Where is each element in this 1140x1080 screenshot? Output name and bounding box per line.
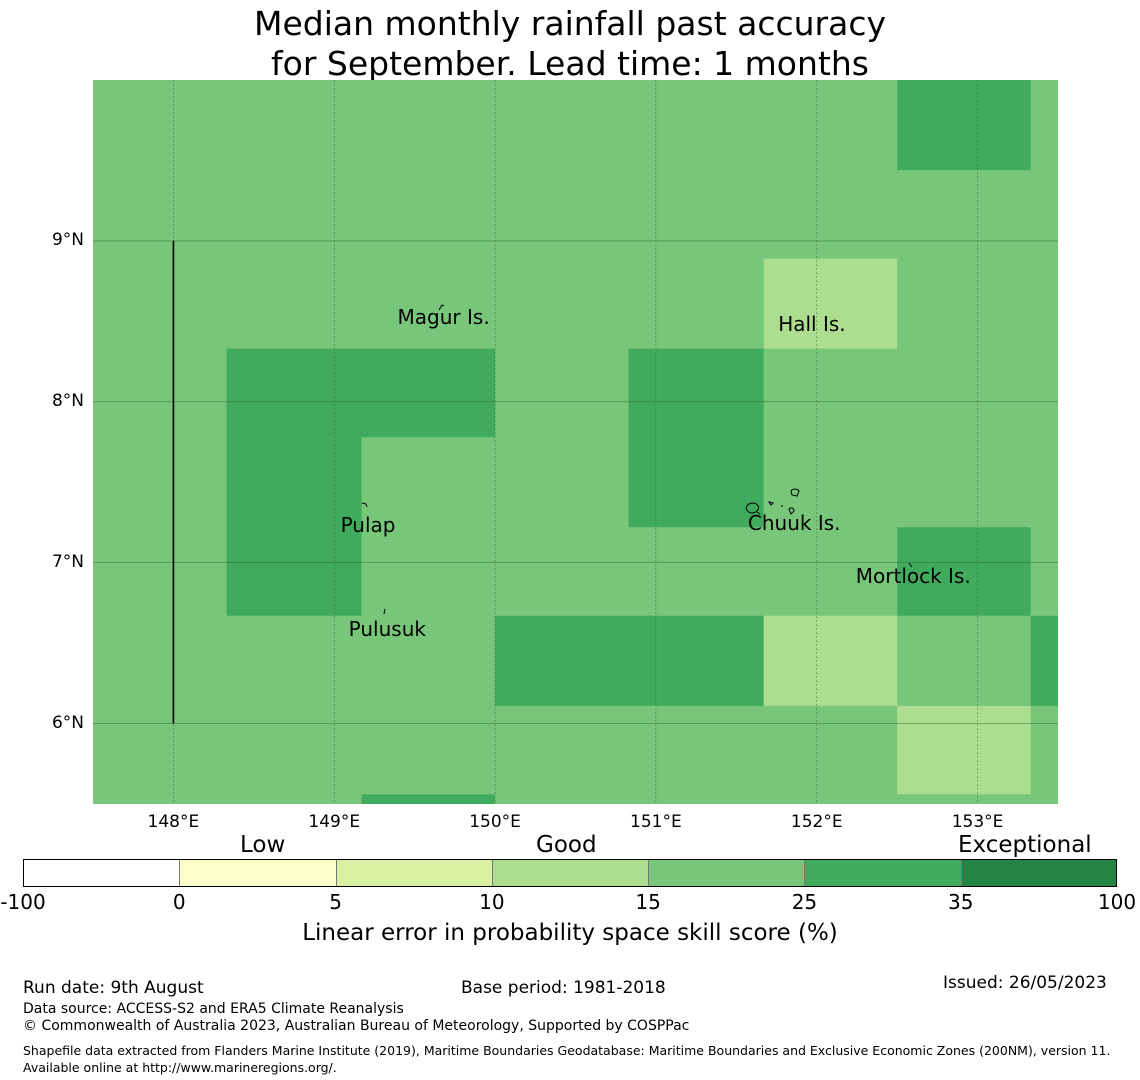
run-date: Run date: 9th August — [23, 978, 204, 998]
latitude-label: 9°N — [51, 229, 84, 250]
colorbar-tick-label: 0 — [172, 890, 186, 914]
colorbar-tick-label: -100 — [0, 890, 46, 914]
place-label: Pulap — [340, 512, 396, 537]
copyright: © Commonwealth of Australia 2023, Austra… — [23, 1018, 690, 1034]
longitude-label: 151°E — [630, 812, 682, 832]
mortlock-island-shape — [908, 562, 913, 568]
colorbar-swatch — [23, 859, 180, 886]
colorbar-swatch — [491, 859, 649, 886]
chuuk-lagoon-shape — [745, 488, 800, 515]
colorbar-swatch — [179, 859, 336, 886]
chart-title: Median monthly rainfall past accuracy fo… — [0, 4, 1140, 84]
colorbar-tick-label: 15 — [635, 890, 661, 914]
skill-score-map — [93, 80, 1058, 804]
colorbar-tick-label: 5 — [329, 890, 342, 914]
base-period: Base period: 1981-2018 — [461, 978, 666, 998]
longitude-label: 149°E — [308, 812, 361, 832]
colorbar-tick-label: 100 — [1097, 890, 1137, 914]
colorbar-tick-label: 10 — [479, 890, 505, 914]
place-label: Pulusuk — [348, 617, 426, 642]
colorbar-swatch — [960, 859, 1117, 886]
colorbar-tick-label: 25 — [791, 890, 818, 914]
category-exceptional: Exceptional — [958, 832, 1092, 858]
grid-cell-9 — [897, 705, 1031, 795]
grid-cell-5 — [897, 527, 1031, 616]
grid-cell-3 — [226, 437, 362, 616]
grid-cell-4 — [628, 348, 764, 528]
latitude-label: 6°N — [51, 712, 84, 733]
longitude-label: 148°E — [147, 812, 200, 832]
grid-cell-10 — [361, 794, 496, 804]
colorbar-swatch — [804, 859, 961, 886]
category-good: Good — [536, 832, 597, 858]
grid-cell-2 — [226, 348, 496, 438]
grid-cell-7 — [763, 615, 898, 706]
longitude-label: 153°E — [951, 812, 1004, 832]
data-source: Data source: ACCESS-S2 and ERA5 Climate … — [23, 1001, 404, 1017]
colorbar-swatch — [648, 859, 805, 886]
longitude-label: 150°E — [469, 812, 521, 832]
map-cells — [93, 80, 1058, 804]
grid-cell-0 — [897, 80, 1031, 171]
place-label: Hall Is. — [778, 311, 846, 336]
longitude-label: 152°E — [790, 812, 843, 832]
island-outlines — [361, 304, 913, 615]
issued-date: Issued: 26/05/2023 — [943, 973, 1107, 993]
place-label: Magur Is. — [397, 305, 490, 330]
magur-island-shape — [438, 304, 445, 311]
latitude-label: 8°N — [51, 390, 84, 411]
latitude-label: 7°N — [51, 551, 84, 572]
title-line-2: for September. Lead time: 1 months — [271, 44, 869, 83]
colorbar-frame — [23, 859, 1117, 887]
place-label: Mortlock Is. — [855, 564, 971, 589]
grid-cell-8 — [1030, 615, 1058, 706]
place-label: Chuuk Is. — [747, 511, 841, 536]
grid-cell-1 — [763, 258, 898, 349]
title-line-1: Median monthly rainfall past accuracy — [253, 4, 887, 43]
map-gridlines — [93, 80, 1058, 804]
pulusuk-island-shape — [383, 608, 386, 615]
pulap-island-shape — [361, 502, 368, 508]
category-low: Low — [240, 832, 286, 858]
colorbar-tick-label: 35 — [947, 890, 974, 914]
grid-cell-6 — [495, 615, 764, 706]
shapefile-credit: Shapefile data extracted from Flanders M… — [23, 1043, 1111, 1075]
colorbar-label: Linear error in probability space skill … — [302, 920, 838, 946]
colorbar-swatch — [335, 859, 492, 886]
